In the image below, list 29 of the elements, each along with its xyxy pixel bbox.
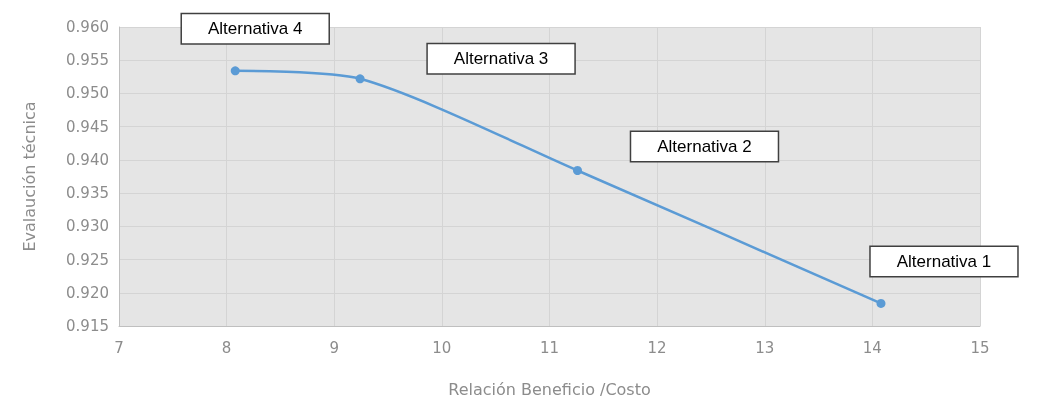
- x-tick-label: 14: [862, 338, 882, 357]
- annotation: Alternativa 4: [207, 19, 303, 39]
- point: [230, 66, 240, 76]
- y-tick-label: 0.925: [66, 250, 109, 269]
- x-tick-label: 12: [647, 338, 667, 357]
- x-tick-label: 10: [432, 338, 452, 357]
- point: [355, 74, 365, 84]
- y-tick-label: 0.920: [66, 283, 109, 302]
- x-tick-label: 9: [329, 338, 340, 357]
- y-tick-label: 0.935: [66, 184, 109, 203]
- annotation: Alternativa 2: [657, 137, 752, 157]
- y-tick-label: 0.955: [66, 51, 109, 70]
- point: [876, 298, 886, 308]
- y-tick-label: 0.940: [66, 150, 109, 169]
- x-tick-label: 8: [221, 338, 232, 357]
- point: [572, 166, 582, 176]
- x-axis-title: Relación Beneficio /Costo: [448, 379, 651, 399]
- y-tick-label: 0.930: [66, 217, 109, 236]
- y-tick-label: 0.960: [66, 18, 109, 36]
- x-tick-label: 7: [114, 338, 124, 357]
- x-tick-label: 15: [970, 338, 990, 357]
- y-tick-label: 0.915: [66, 317, 109, 335]
- annotation: Alternativa 1: [896, 251, 992, 271]
- y-axis-title: Evalaución técnica: [19, 101, 39, 252]
- x-tick-label: 13: [755, 338, 775, 357]
- y-tick-label: 0.950: [66, 84, 109, 103]
- y-tick-label: 0.945: [66, 117, 109, 136]
- annotation: Alternativa 3: [453, 49, 549, 69]
- x-tick-label: 11: [539, 338, 560, 357]
